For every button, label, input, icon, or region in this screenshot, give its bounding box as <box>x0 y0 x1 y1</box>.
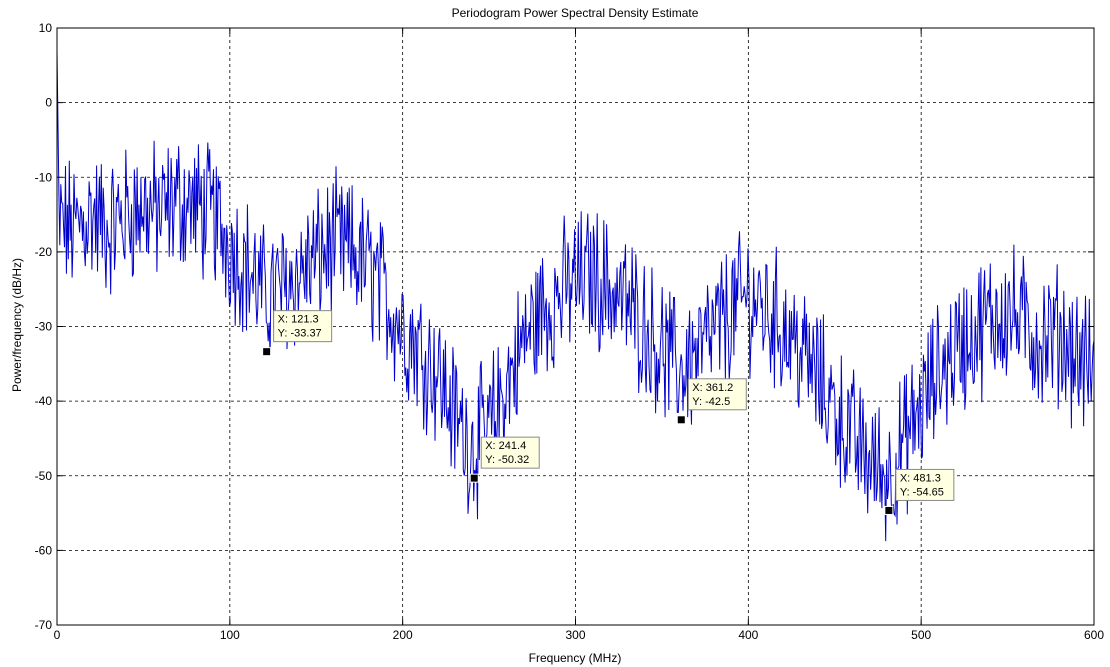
x-tick-label: 300 <box>565 628 585 642</box>
x-tick-label: 500 <box>911 628 931 642</box>
datatip-y-label: Y: -33.37 <box>278 328 322 340</box>
datatip: X: 481.3 Y: -54.65 <box>884 468 955 515</box>
datatip-y-label: Y: -54.65 <box>900 486 944 498</box>
y-tick-label: 0 <box>45 96 52 110</box>
x-axis-label: Frequency (MHz) <box>529 651 622 665</box>
datatip-marker <box>262 347 272 357</box>
datatip-x-label: X: 361.2 <box>692 382 733 394</box>
datatip-marker <box>676 415 686 425</box>
datatip-box <box>480 436 540 469</box>
y-tick-label: -60 <box>35 543 53 557</box>
x-tick-label: 600 <box>1084 628 1104 642</box>
y-tick-label: -10 <box>35 170 53 184</box>
y-tick-label: -40 <box>35 394 53 408</box>
datatip-box <box>687 378 747 411</box>
datatip-marker <box>884 505 894 515</box>
x-tick-label: 200 <box>393 628 413 642</box>
chart-title: Periodogram Power Spectral Density Estim… <box>452 6 699 20</box>
datatip: X: 361.2 Y: -42.5 <box>676 378 747 425</box>
datatip-x-label: X: 241.4 <box>485 440 526 452</box>
y-tick-label: -50 <box>35 469 53 483</box>
datatip: X: 121.3 Y: -33.37 <box>262 310 333 357</box>
x-tick-label: 400 <box>738 628 758 642</box>
y-tick-label: 10 <box>39 21 53 35</box>
y-tick-label: -30 <box>35 320 53 334</box>
y-tick-label: -20 <box>35 245 53 259</box>
y-axis-label: Power/frequency (dB/Hz) <box>10 258 24 392</box>
y-tick-label: -70 <box>35 618 53 632</box>
datatip-y-label: Y: -50.32 <box>485 454 529 466</box>
datatip-y-label: Y: -42.5 <box>692 396 730 408</box>
x-tick-label: 100 <box>220 628 240 642</box>
plot-area: 0 100 200 300 400 500 600100-10-20-30-40-50-60… <box>35 21 1105 642</box>
datatip-box <box>895 468 955 501</box>
x-tick-label: 0 <box>54 628 61 642</box>
datatip-box <box>273 310 333 343</box>
datatip-marker <box>469 473 479 483</box>
datatip-x-label: X: 481.3 <box>900 472 941 484</box>
psd-series-line <box>56 50 1095 542</box>
datatip: X: 241.4 Y: -50.32 <box>469 436 540 483</box>
datatip-x-label: X: 121.3 <box>278 314 319 326</box>
